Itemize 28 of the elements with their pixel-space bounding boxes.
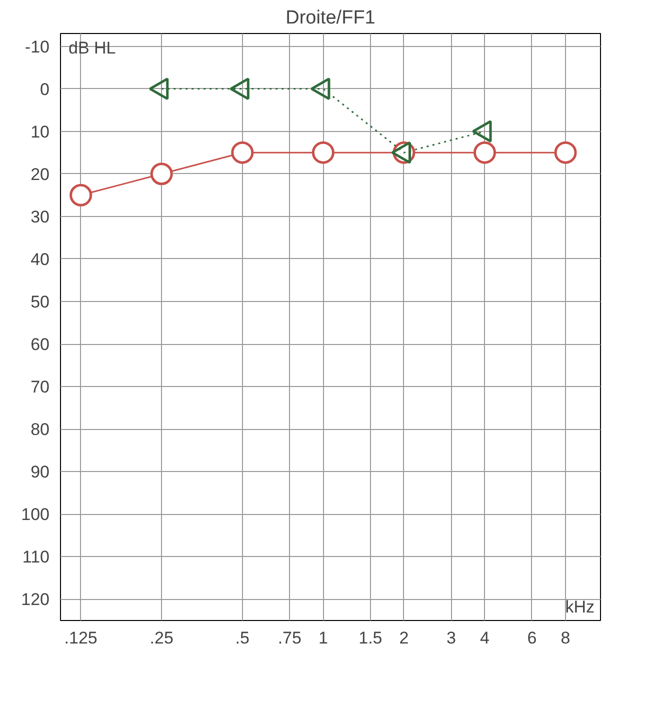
x-tick-label: 1 xyxy=(318,628,328,648)
x-tick-label: .5 xyxy=(235,628,250,648)
y-tick-label: 110 xyxy=(22,548,50,567)
x-tick-label: .75 xyxy=(278,628,302,648)
y-tick-label: 40 xyxy=(30,250,50,269)
y-tick-label: 50 xyxy=(30,292,50,312)
x-tick-label: 6 xyxy=(527,628,537,648)
x-tick-label: .125 xyxy=(64,628,98,648)
y-tick-label: 90 xyxy=(30,462,50,482)
y-tick-label: 30 xyxy=(30,207,50,226)
x-tick-label: 1.5 xyxy=(358,628,382,648)
y-axis-title: dB HL xyxy=(68,38,116,58)
y-tick-label: 120 xyxy=(21,590,50,610)
y-tick-label: 100 xyxy=(21,505,50,524)
x-tick-label: 2 xyxy=(399,628,409,648)
x-tick-label: 3 xyxy=(446,628,456,648)
y-tick-label: 80 xyxy=(30,420,50,440)
x-tick-label: 4 xyxy=(480,628,490,648)
y-tick-label: 10 xyxy=(30,122,50,142)
x-tick-label: .25 xyxy=(150,628,174,648)
x-axis-title: kHz xyxy=(565,598,595,616)
x-tick-label: 8 xyxy=(560,628,570,648)
y-tick-label: 20 xyxy=(30,164,50,184)
y-tick-label: -10 xyxy=(24,37,50,56)
y-tick-label: 0 xyxy=(40,80,50,99)
y-tick-label: 60 xyxy=(30,335,50,354)
y-tick-label: 70 xyxy=(30,378,50,397)
chart-title: Droite/FF1 xyxy=(286,8,376,28)
